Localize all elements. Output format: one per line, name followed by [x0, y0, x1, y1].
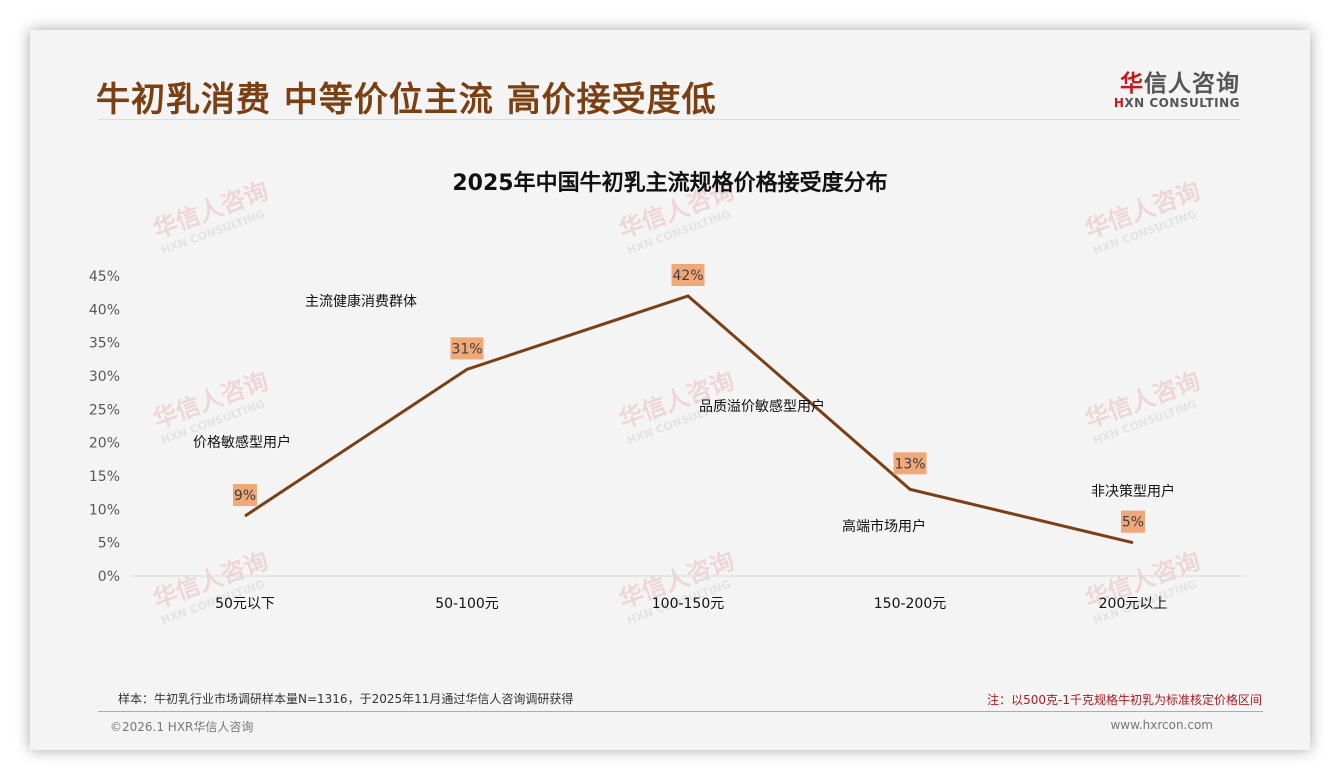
- data-label-bg: [233, 484, 257, 506]
- slide: 牛初乳消费 中等价位主流 高价接受度低 华信人咨询 HXN CONSULTING…: [30, 30, 1310, 750]
- data-line: [244, 294, 1134, 545]
- logo-en: HXN CONSULTING: [1110, 96, 1240, 110]
- logo-en-rest: XN CONSULTING: [1124, 96, 1240, 110]
- y-tick-label: 40%: [89, 302, 120, 318]
- data-label-bg: [450, 337, 484, 360]
- logo-cn: 华信人咨询: [1110, 64, 1240, 98]
- x-tick-label: 200元以上: [1099, 596, 1168, 612]
- data-label: 9%: [234, 488, 256, 504]
- logo-cn-rest: 信人咨询: [1144, 71, 1240, 97]
- y-tick-label: 25%: [89, 402, 120, 418]
- y-tick-label: 30%: [89, 369, 120, 385]
- x-tick-label: 50元以下: [215, 596, 275, 612]
- sample-note: 样本：牛初乳行业市场调研样本量N=1316，于2025年11月通过华信人咨询调研…: [118, 692, 574, 706]
- page-title: 牛初乳消费 中等价位主流 高价接受度低: [96, 80, 717, 120]
- data-label-bg: [671, 264, 705, 286]
- x-tick-label: 50-100元: [435, 596, 499, 612]
- y-tick-label: 10%: [89, 502, 120, 518]
- data-label: 42%: [672, 268, 703, 284]
- data-label-bg: [893, 452, 927, 475]
- y-tick-label: 45%: [89, 269, 120, 285]
- data-label: 31%: [451, 341, 482, 357]
- line-chart: 0% 5% 10% 15% 20% 25% 30% 35% 40% 45% 50元以下 50-100元…: [89, 264, 1245, 612]
- y-tick-label: 0%: [98, 569, 120, 585]
- logo: 华信人咨询 HXN CONSULTING: [1110, 64, 1240, 110]
- y-tick-label: 5%: [98, 536, 120, 552]
- logo-cn-first: 华: [1120, 71, 1144, 97]
- segment-annotation: 主流健康消费群体: [305, 293, 417, 310]
- data-label: 13%: [894, 456, 925, 472]
- footer-divider: [98, 711, 1263, 712]
- copyright: ©2026.1 HXR华信人咨询: [110, 720, 254, 734]
- website-link[interactable]: www.hxrcon.com: [1110, 718, 1213, 732]
- segment-annotation: 高端市场用户: [842, 518, 926, 535]
- x-tick-label: 150-200元: [874, 596, 947, 612]
- price-note: 注：以500克-1千克规格牛初乳为标准核定价格区间: [987, 693, 1262, 707]
- title-divider: [98, 119, 1240, 120]
- logo-en-first: H: [1113, 96, 1125, 110]
- segment-annotation: 非决策型用户: [1091, 483, 1175, 500]
- x-tick-label: 100-150元: [652, 596, 725, 612]
- data-label-bg: [1121, 510, 1145, 533]
- data-label: 5%: [1122, 515, 1144, 531]
- chart-title: 2025年中国牛初乳主流规格价格接受度分布: [452, 171, 888, 196]
- y-tick-label: 20%: [89, 436, 120, 452]
- segment-annotation: 价格敏感型用户: [193, 434, 291, 451]
- y-tick-label: 35%: [89, 336, 120, 352]
- segment-annotation: 品质溢价敏感型用户: [699, 398, 825, 415]
- y-tick-label: 15%: [89, 469, 120, 485]
